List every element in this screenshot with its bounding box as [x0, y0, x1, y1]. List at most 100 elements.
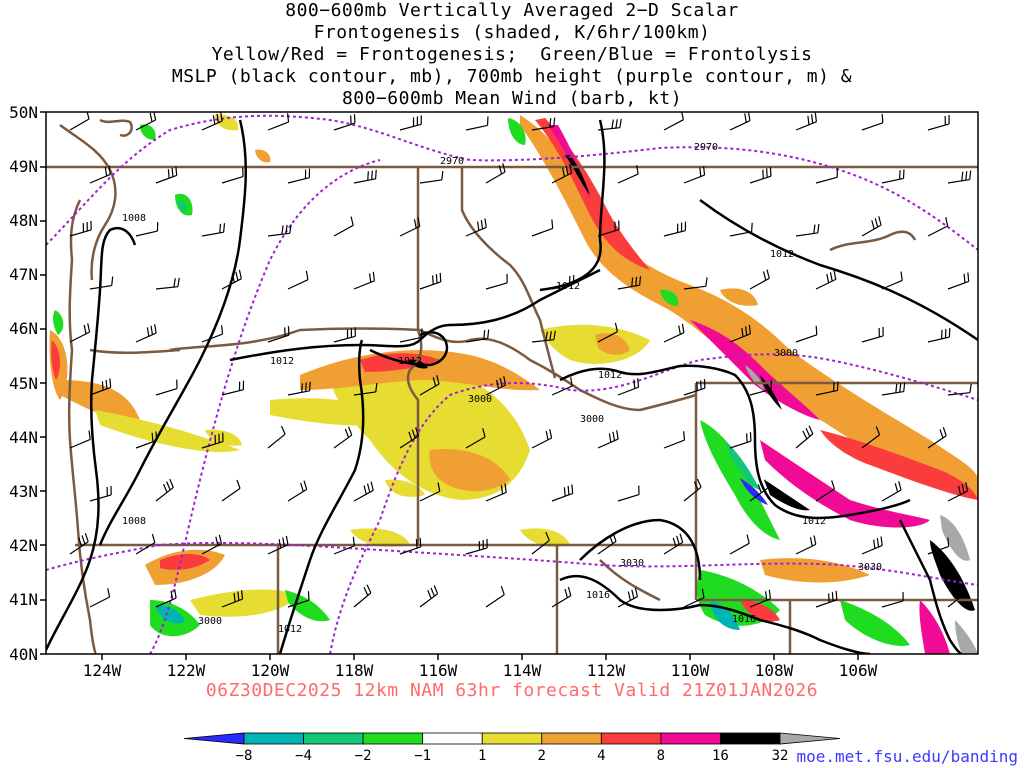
credit-link[interactable]: moe.met.fsu.edu/banding	[796, 747, 1018, 766]
wind-barb	[861, 326, 884, 343]
mslp-1012-east	[559, 364, 911, 520]
wind-barb	[465, 218, 487, 237]
wind-barb	[201, 223, 226, 237]
wind-barb	[201, 432, 224, 449]
lat-label-40N: 40N	[9, 645, 38, 664]
wind-barb	[485, 585, 505, 608]
wind-barb	[465, 538, 488, 555]
wind-barb	[729, 432, 752, 449]
wind-barb	[155, 478, 174, 502]
mslp-label-1008-sw: 1008	[122, 516, 146, 527]
wind-barb	[597, 532, 617, 555]
fronto-band-coast-2	[51, 340, 61, 380]
wind-barb	[69, 323, 91, 343]
wind-barb	[683, 166, 706, 184]
wind-barb	[353, 169, 377, 184]
lat-label-47N: 47N	[9, 265, 38, 284]
colorbar-tick-label: 16	[712, 748, 729, 764]
wind-barb	[815, 168, 838, 184]
wind-barb	[155, 277, 180, 290]
wind-barb	[485, 273, 508, 290]
fronto-se-black	[765, 480, 810, 511]
wind-barb	[221, 590, 244, 608]
fronto-se-teal	[725, 440, 760, 490]
fronto-se-red	[820, 430, 978, 500]
fronto-sw-yellow	[190, 589, 300, 617]
wind-barb	[155, 166, 178, 184]
wind-barb	[947, 272, 970, 290]
fronto-blob-m2	[350, 528, 410, 547]
mslp-label-1008-nw: 1008	[122, 213, 146, 224]
colorbar-swatch	[600, 732, 662, 745]
colorbar-tick-label: −1	[414, 748, 431, 764]
hgt-3030	[46, 541, 978, 586]
wind-barb	[531, 219, 554, 237]
wind-barb	[399, 115, 422, 131]
lon-label-108W: 108W	[755, 661, 794, 680]
wind-barb	[927, 426, 947, 449]
fronto-blob-e2	[660, 289, 679, 306]
wind-barb	[617, 276, 642, 290]
wind-barb	[287, 270, 309, 290]
wind-barb	[663, 323, 685, 343]
wind-barb	[551, 164, 573, 184]
colorbar-arrow-high	[779, 732, 841, 745]
wind-barb	[135, 431, 158, 449]
wind-barb	[815, 480, 836, 502]
mslp-1012-ne	[699, 198, 978, 342]
wind-barb	[683, 588, 705, 608]
hgt-label-3000-c2: 3000	[580, 414, 604, 425]
wind-barb	[815, 270, 837, 290]
fronto-sw-red	[160, 554, 210, 570]
wind-barb	[465, 116, 489, 131]
wind-barb	[749, 167, 772, 184]
wind-barb	[795, 112, 817, 131]
wind-barb	[749, 479, 769, 502]
wind-barb	[531, 429, 553, 449]
mslp-1016b	[579, 518, 702, 581]
wind-barb	[881, 382, 906, 396]
wind-barb	[795, 325, 818, 343]
wind-barb	[551, 275, 575, 290]
lon-label-106W: 106W	[839, 661, 878, 680]
wind-barb	[287, 480, 308, 502]
wind-barb	[551, 586, 572, 608]
lat-label-49N: 49N	[9, 157, 38, 176]
wind-barb	[947, 170, 972, 184]
fronto-se-green	[700, 420, 780, 540]
colorbar-swatch	[660, 732, 721, 745]
lon-label-122W: 122W	[167, 661, 206, 680]
fronto-se-gray	[940, 515, 970, 561]
mslp-label-1012-ne: 1012	[770, 249, 794, 260]
wind-barb	[861, 536, 883, 555]
wind-barb	[201, 325, 224, 343]
wind-barb	[947, 383, 972, 396]
id-or	[406, 329, 423, 545]
fronto-central-y2	[270, 398, 400, 426]
wind-barb	[881, 591, 904, 608]
wind-barb	[749, 589, 771, 608]
wind-barb	[69, 430, 91, 449]
wind-barb	[89, 378, 112, 396]
colorbar-swatch	[541, 732, 602, 745]
wind-barb	[399, 328, 423, 343]
fronto-central-y3	[540, 324, 650, 364]
wind-barb	[465, 329, 490, 343]
hgt-label-3030-e: 3030	[858, 562, 882, 573]
fronto-central-o	[429, 449, 510, 492]
wind-barb	[333, 426, 353, 449]
fronto-blob-n1	[508, 118, 526, 145]
colorbar-swatch	[243, 732, 304, 745]
wind-barb	[683, 379, 706, 396]
columbia	[89, 348, 181, 354]
wind-barb	[201, 112, 223, 131]
colorbar-tick-label: 1	[478, 748, 486, 764]
hgt-label-2970-c: 2970	[440, 156, 464, 167]
colorbar-swatch	[422, 732, 483, 745]
wind-barb	[69, 112, 90, 131]
title-line-4: MSLP (black contour, mb), 700mb height (…	[171, 66, 853, 87]
fronto-blob-e1	[720, 288, 758, 306]
wind-barb	[267, 535, 289, 555]
frontogenesis-shading	[49, 114, 978, 654]
